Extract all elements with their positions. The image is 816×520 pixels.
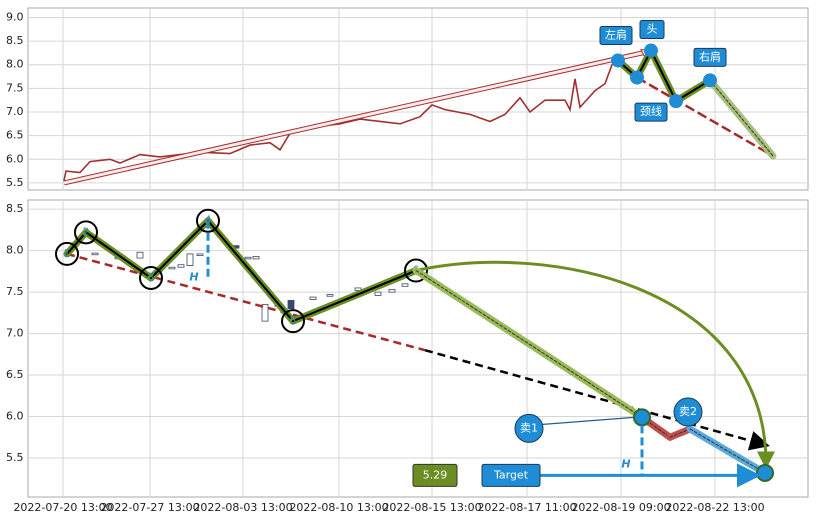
candle	[168, 266, 176, 270]
annotation: 头	[639, 20, 665, 40]
bottom-panel	[27, 199, 809, 498]
pattern-point	[630, 70, 644, 85]
y-tick-label: 6.0	[6, 152, 24, 165]
annotation-box	[599, 25, 633, 45]
forecast-point	[633, 408, 651, 427]
trend-arrow-fill	[63, 49, 654, 185]
sell-marker	[514, 413, 544, 443]
y-tick-label: 8.0	[6, 244, 24, 257]
y-tick-label: 7.5	[6, 285, 24, 298]
annotation-box	[693, 47, 727, 67]
pattern-point	[669, 94, 683, 109]
annotation-label: 右肩	[699, 49, 721, 63]
annotation-label: 颈线	[640, 104, 662, 118]
pattern-point	[196, 208, 220, 233]
y-tick-label: 6.0	[6, 410, 24, 423]
x-tick-label: 2022-08-03 13:00	[193, 501, 292, 514]
y-tick-label: 6.5	[6, 129, 24, 142]
neckline	[636, 76, 774, 158]
annotation-box	[634, 102, 668, 122]
candle	[261, 304, 269, 322]
annotation-label: 左肩	[605, 27, 627, 41]
pointer	[542, 416, 635, 425]
pattern-point	[281, 309, 305, 334]
pattern-centerline	[669, 428, 691, 438]
candle	[196, 253, 204, 256]
forecast-point	[756, 463, 774, 482]
x-tick-label: 2022-08-15 13:00	[382, 501, 481, 514]
candle	[91, 252, 99, 256]
y-tick-label: 8.5	[6, 202, 24, 215]
price-line	[63, 59, 619, 181]
sell-label: 卖2	[679, 405, 697, 418]
x-tick-label: 2022-07-20 13:00	[13, 501, 112, 514]
candle	[287, 299, 295, 310]
candle	[309, 296, 317, 300]
projection-arc	[415, 260, 775, 470]
trend-line	[66, 252, 426, 352]
y-tick-label: 7.5	[6, 81, 24, 94]
pattern-centerline	[66, 231, 87, 255]
candle	[326, 294, 334, 297]
pattern-centerline	[415, 270, 643, 418]
pattern-centerline	[292, 269, 417, 323]
candle	[244, 256, 252, 260]
target-box	[481, 463, 541, 487]
pattern-centerline	[207, 219, 294, 323]
y-tick-label: 5.5	[6, 176, 24, 189]
annotation: 左肩	[599, 25, 633, 45]
x-tick-label: 2022-07-27 13:00	[100, 501, 199, 514]
annotation-box	[639, 20, 665, 40]
pattern-centerline	[85, 231, 152, 279]
point-label: 3	[148, 271, 155, 284]
point-label: 2	[83, 225, 90, 238]
pattern-point	[55, 241, 79, 266]
candle	[401, 283, 409, 287]
y-tick-label: 7.0	[6, 327, 24, 340]
candle	[374, 291, 382, 296]
y-tick-label: 5.5	[6, 451, 24, 464]
pattern-centerline	[709, 79, 774, 157]
sell-marker	[673, 397, 703, 427]
candle	[186, 253, 194, 266]
x-tick-label: 2022-08-17 11:00	[477, 501, 576, 514]
candle	[354, 287, 362, 291]
y-tick-label: 6.5	[6, 368, 24, 381]
pattern-centerline	[150, 219, 209, 279]
point-label: 4	[205, 214, 212, 227]
pattern-centerline	[650, 49, 677, 103]
h-label: H	[621, 457, 630, 470]
candle	[136, 251, 144, 259]
target-value-box	[412, 463, 458, 487]
sell-label: 卖1	[520, 421, 538, 434]
y-tick-label: 9.0	[6, 10, 24, 23]
x-tick-label: 2022-08-19 09:00	[571, 501, 670, 514]
annotation: 右肩	[693, 47, 727, 67]
pattern-point	[611, 53, 625, 68]
candle	[252, 256, 260, 260]
pattern-point	[74, 220, 98, 245]
pattern-point	[644, 43, 658, 58]
pattern-point	[404, 258, 428, 283]
y-tick-label: 8.5	[6, 34, 24, 47]
x-tick-label: 2022-08-22 13:00	[665, 501, 764, 514]
point-label: 1	[64, 247, 71, 260]
target-label: Target	[493, 468, 529, 481]
pattern-point	[139, 265, 163, 290]
annotation-label: 头	[647, 23, 658, 36]
trend-projection	[424, 348, 770, 451]
target-value: 5.29	[423, 468, 448, 481]
candle	[177, 264, 185, 268]
candle	[388, 289, 396, 293]
pattern-point	[703, 73, 717, 88]
annotation: 颈线	[634, 102, 668, 122]
point-label: 5	[290, 314, 297, 327]
h-label: H	[189, 271, 198, 284]
x-tick-label: 2022-08-10 13:00	[289, 501, 388, 514]
y-tick-label: 8.0	[6, 58, 24, 71]
y-tick-label: 7.0	[6, 105, 24, 118]
